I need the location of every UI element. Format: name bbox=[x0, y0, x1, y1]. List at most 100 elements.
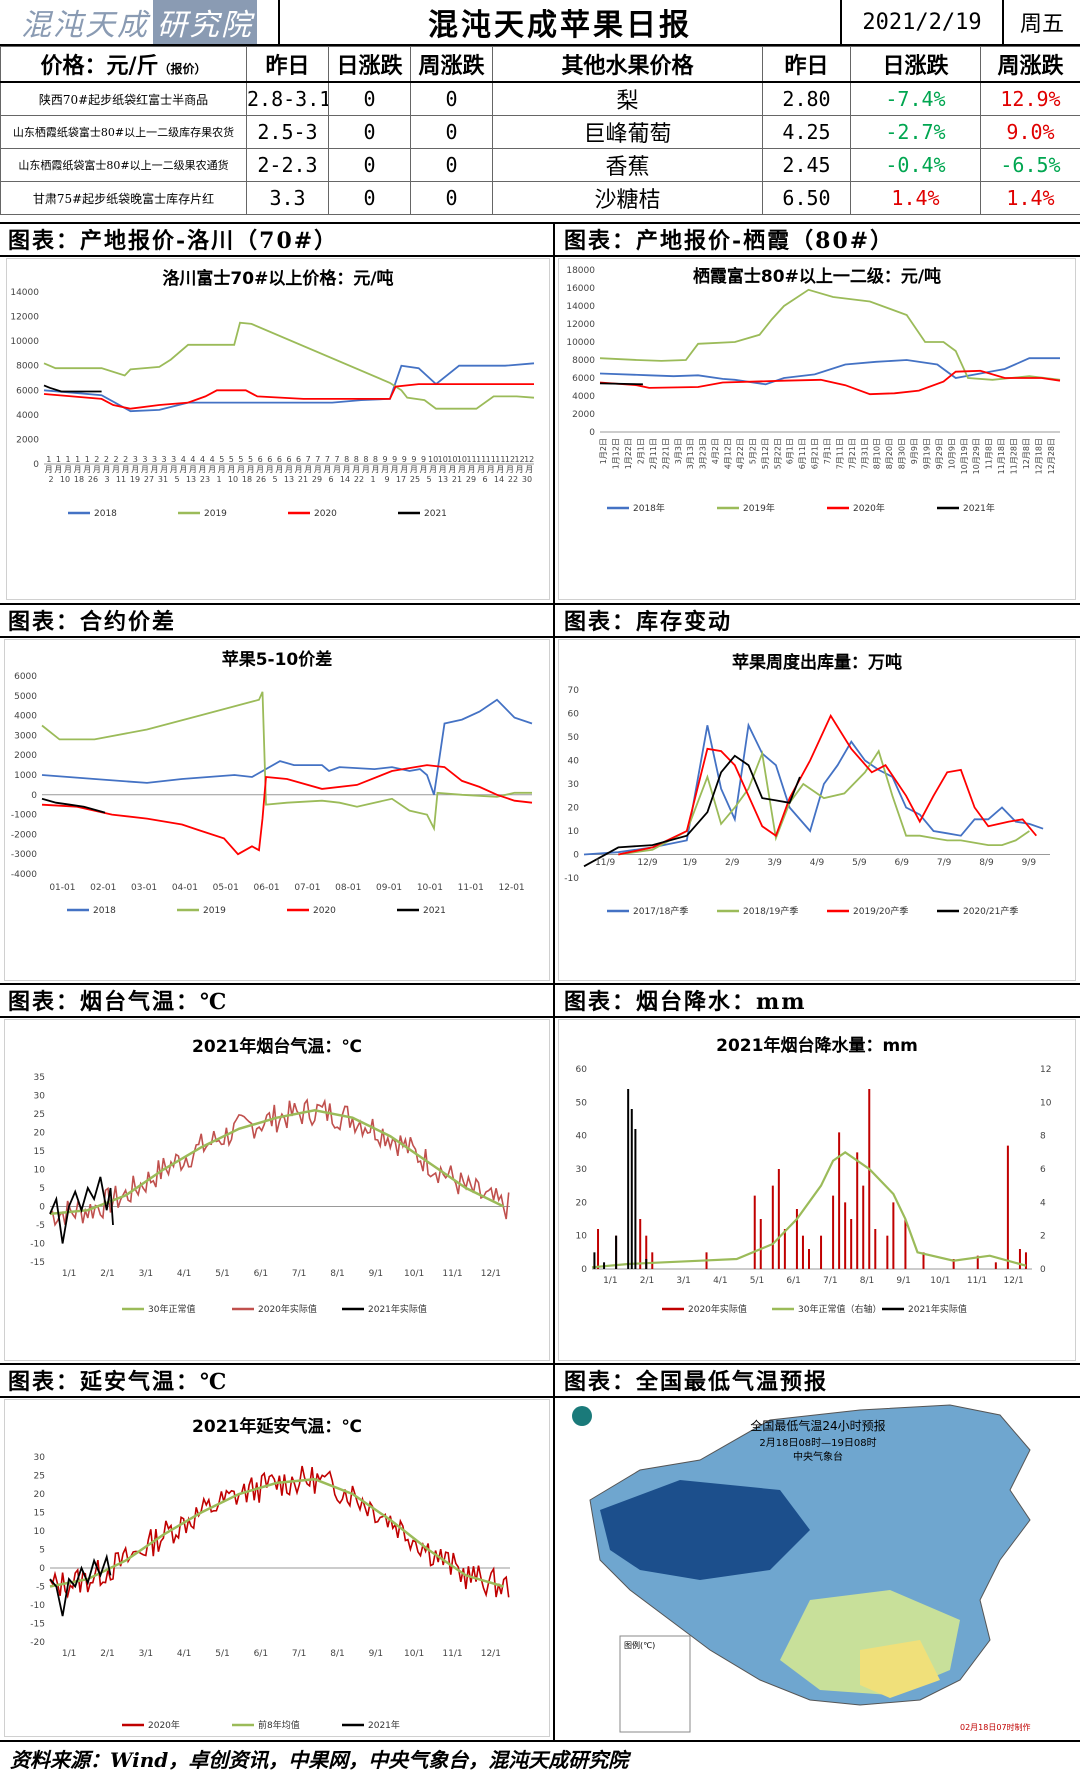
legend-label: 2018 bbox=[93, 906, 116, 916]
chart-spread: 苹果5-10价差-4000-3000-2000-1000010002000300… bbox=[4, 639, 550, 981]
x-tick-label: 8月10日 bbox=[873, 438, 882, 469]
x-tick-label: 6月1日 bbox=[786, 438, 795, 464]
x-tick-label: 8/9 bbox=[979, 858, 994, 868]
chart-title: 苹果周度出库量：万吨 bbox=[732, 652, 902, 673]
header-fruit-yesterday: 昨日 bbox=[763, 47, 851, 83]
legend-label: 2019年 bbox=[743, 502, 775, 514]
y-tick-label: 0 bbox=[31, 791, 37, 801]
legend-label: 前8年均值 bbox=[258, 1719, 300, 1731]
y-tick-label: -2000 bbox=[11, 830, 37, 840]
x-tick-day: 1 bbox=[370, 475, 375, 484]
header-price: 价格：元/斤（报价） bbox=[1, 47, 247, 83]
x-tick-unit: 月 bbox=[150, 465, 158, 474]
x-tick-day: 18 bbox=[242, 475, 252, 484]
y-tick-label: 14000 bbox=[566, 302, 595, 312]
legend-label: 2021年实际值 bbox=[908, 1303, 967, 1315]
header-other-fruit: 其他水果价格 bbox=[493, 47, 763, 83]
y2-tick-label: 6 bbox=[1040, 1165, 1046, 1175]
x-tick-label: 6月11日 bbox=[798, 438, 807, 469]
y-tick-label: -10 bbox=[30, 1601, 45, 1611]
legend-label: 2021年实际值 bbox=[368, 1303, 427, 1315]
x-tick-label: 4月2日 bbox=[711, 438, 720, 464]
row-week: 0 bbox=[411, 149, 493, 182]
x-tick-label: 2/1 bbox=[640, 1276, 654, 1286]
x-tick-unit: 月 bbox=[64, 465, 72, 474]
x-tick-label: 10-01 bbox=[417, 883, 443, 893]
y-tick-label: 4000 bbox=[572, 392, 595, 402]
legend-label: 2020年实际值 bbox=[258, 1303, 317, 1315]
x-tick-day: 22 bbox=[354, 475, 364, 484]
x-tick-label: 2月1日 bbox=[637, 438, 646, 464]
x-tick-label: 12月18日 bbox=[1034, 438, 1043, 474]
y-tick-label: 5000 bbox=[14, 692, 37, 702]
x-tick-unit: 月 bbox=[448, 465, 456, 474]
row-fruit: 巨峰葡萄 bbox=[493, 116, 763, 149]
x-tick-label: 12/1 bbox=[1004, 1276, 1024, 1286]
x-tick-label: 11/1 bbox=[967, 1276, 987, 1286]
x-tick-month: 9 bbox=[383, 455, 388, 464]
y-tick-label: 16000 bbox=[566, 284, 595, 294]
x-tick-unit: 月 bbox=[477, 465, 485, 474]
x-tick-label: 5/1 bbox=[215, 1269, 229, 1279]
x-tick-label: 5月22日 bbox=[773, 438, 782, 469]
y-tick-label: 15 bbox=[34, 1147, 45, 1157]
y-tick-label: 10 bbox=[568, 827, 580, 837]
x-tick-label: 7月11日 bbox=[835, 438, 844, 469]
x-tick-label: 7月31日 bbox=[860, 438, 869, 469]
y2-tick-label: 4 bbox=[1040, 1198, 1046, 1208]
y-tick-label: 50 bbox=[568, 733, 580, 743]
x-tick-day: 25 bbox=[410, 475, 420, 484]
x-tick-day: 21 bbox=[452, 475, 462, 484]
header-fruit-week-change: 周涨跌 bbox=[981, 47, 1080, 83]
legend-label: 2020/21产季 bbox=[963, 905, 1018, 917]
x-tick-month: 4 bbox=[190, 455, 195, 464]
x-tick-day: 29 bbox=[466, 475, 476, 484]
x-tick-label: 12/1 bbox=[481, 1269, 501, 1279]
row-fruit-day: -0.4% bbox=[851, 149, 981, 182]
x-tick-label: 4/1 bbox=[713, 1276, 727, 1286]
x-tick-day: 26 bbox=[256, 475, 266, 484]
x-tick-month: 3 bbox=[162, 455, 167, 464]
x-tick-unit: 月 bbox=[381, 465, 389, 474]
y-tick-label: 60 bbox=[568, 710, 580, 720]
x-tick-label: 1/1 bbox=[62, 1649, 76, 1659]
x-tick-month: 7 bbox=[315, 455, 320, 464]
x-tick-month: 5 bbox=[238, 455, 243, 464]
x-tick-label: 5/1 bbox=[215, 1649, 229, 1659]
x-tick-day: 9 bbox=[384, 475, 389, 484]
x-tick-unit: 月 bbox=[496, 465, 504, 474]
x-tick-label: 11/9 bbox=[595, 858, 615, 868]
y-tick-label: 0 bbox=[573, 851, 579, 861]
x-tick-month: 2 bbox=[114, 455, 119, 464]
x-tick-day: 3 bbox=[104, 475, 109, 484]
x-tick-unit: 月 bbox=[170, 465, 178, 474]
x-tick-label: 9/9 bbox=[1022, 858, 1037, 868]
price-table-header: 价格：元/斤（报价） 昨日 日涨跌 周涨跌 其他水果价格 昨日 日涨跌 周涨跌 bbox=[1, 47, 1080, 83]
y-tick-label: 8000 bbox=[16, 362, 39, 372]
chart-frame bbox=[559, 259, 1076, 600]
y-tick-label: 30 bbox=[34, 1092, 46, 1102]
row-day: 0 bbox=[329, 116, 411, 149]
x-tick-label: 6/9 bbox=[894, 858, 909, 868]
x-tick-label: 11/1 bbox=[442, 1269, 462, 1279]
chart-title: 2021年烟台气温：℃ bbox=[192, 1036, 362, 1057]
x-tick-unit: 月 bbox=[208, 465, 216, 474]
x-tick-month: 7 bbox=[306, 455, 311, 464]
x-tick-label: 07-01 bbox=[294, 883, 320, 893]
y-tick-label: 10 bbox=[34, 1166, 46, 1176]
row-fruit-price: 4.25 bbox=[763, 116, 851, 149]
chart-luochuan: 洛川富士70#以上价格：元/吨0200040006000800010000120… bbox=[6, 258, 550, 600]
x-tick-month: 1 bbox=[46, 455, 51, 464]
x-tick-unit: 月 bbox=[314, 465, 322, 474]
y-tick-label: -5 bbox=[36, 1583, 45, 1593]
x-tick-label: 2月11日 bbox=[649, 438, 658, 469]
x-tick-label: 1/1 bbox=[62, 1269, 76, 1279]
x-tick-unit: 月 bbox=[458, 465, 466, 474]
x-tick-day: 26 bbox=[88, 475, 98, 484]
y-tick-label: 40 bbox=[576, 1132, 588, 1142]
x-tick-label: 09-01 bbox=[376, 883, 402, 893]
y-tick-label: 0 bbox=[581, 1265, 587, 1275]
header-week-change: 周涨跌 bbox=[411, 47, 493, 83]
chart-title: 苹果5-10价差 bbox=[222, 649, 333, 670]
